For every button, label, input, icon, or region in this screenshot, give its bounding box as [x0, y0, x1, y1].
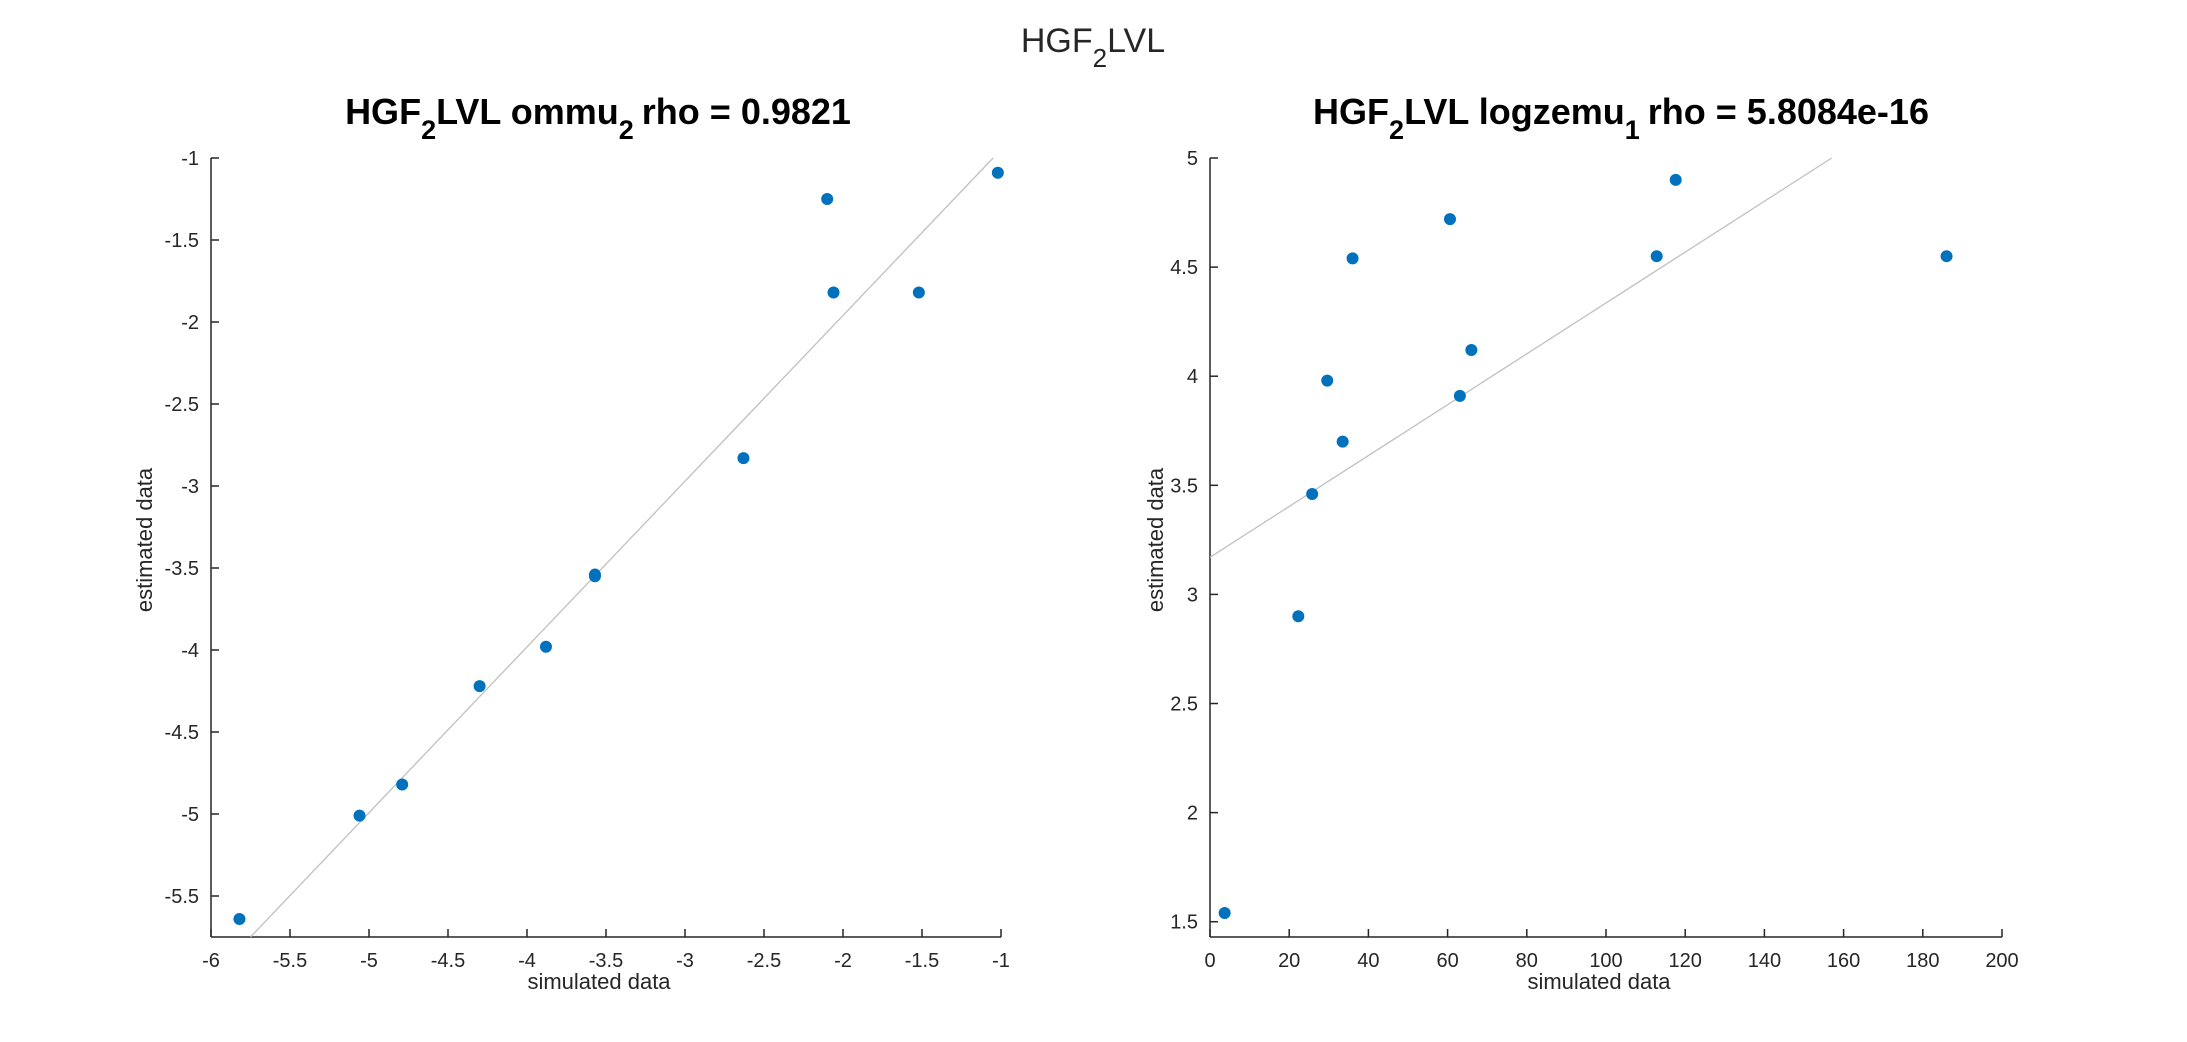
left-data-point — [827, 286, 840, 299]
right-y-tick-label: 5 — [1187, 148, 1198, 170]
left-y-tick-label: -2 — [181, 312, 199, 334]
left-data-point — [912, 286, 925, 299]
right-y-tick-label: 2 — [1187, 803, 1198, 825]
right-x-tick-label: 20 — [1278, 950, 1300, 972]
figure-suptitle: HGF2LVL — [1021, 22, 1165, 73]
left-data-point — [588, 570, 601, 583]
right-title-mid: LVL logzemu — [1404, 91, 1625, 132]
right-x-tick-label: 200 — [1985, 950, 2018, 972]
right-data-point — [1940, 250, 1953, 263]
left-title-sub2: 2 — [619, 115, 634, 145]
left-x-tick-label: -3 — [676, 950, 694, 972]
right-x-axis-label: simulated data — [1527, 969, 1671, 994]
right-data-point — [1669, 173, 1682, 186]
right-scatter-plot: HGF2LVL logzemu1 rho = 5.8084e-16 simulat… — [1143, 91, 2019, 994]
left-x-tick-label: -4 — [518, 950, 536, 972]
left-x-tick-label: -3.5 — [589, 950, 623, 972]
left-x-tick-label: -2 — [834, 950, 852, 972]
right-y-axis-label: estimated data — [1143, 467, 1168, 612]
right-title-sub2: 1 — [1625, 115, 1640, 145]
right-y-tick-label: 4.5 — [1170, 257, 1198, 279]
right-plot-title: HGF2LVL logzemu1 rho = 5.8084e-16 — [1313, 91, 1929, 145]
left-x-tick-label: -5.5 — [273, 950, 307, 972]
left-y-axis-label: estimated data — [132, 467, 157, 612]
left-title-post: rho = 0.9821 — [642, 91, 851, 132]
right-x-tick-label: 120 — [1669, 950, 1702, 972]
left-data-point — [233, 912, 246, 925]
left-y-tick-label: -3 — [181, 476, 199, 498]
suptitle-pre: HGF — [1021, 22, 1093, 60]
left-x-tick-label: -1.5 — [905, 950, 939, 972]
right-x-tick-label: 160 — [1827, 950, 1860, 972]
left-y-tick-label: -1.5 — [165, 230, 199, 252]
left-data-point — [473, 680, 486, 693]
left-x-tick-label: -4.5 — [431, 950, 465, 972]
left-y-tick-label: -4.5 — [165, 722, 199, 744]
right-data-point — [1292, 610, 1305, 623]
right-x-tick-label: 100 — [1589, 950, 1622, 972]
left-y-tick-label: -4 — [181, 640, 199, 662]
left-scatter-plot: HGF2LVL ommu2 rho = 0.9821 simulated data… — [132, 91, 1010, 994]
left-title-sub1: 2 — [421, 115, 436, 145]
right-data-point — [1443, 213, 1456, 226]
right-fit-line — [1209, 157, 1833, 558]
left-data-point — [539, 640, 552, 653]
right-x-tick-label: 40 — [1357, 950, 1379, 972]
right-data-point — [1336, 435, 1349, 448]
left-x-tick-label: -6 — [202, 950, 220, 972]
left-data-point — [396, 778, 409, 791]
left-y-tick-label: -5 — [181, 804, 199, 826]
left-x-tick-label: -2.5 — [747, 950, 781, 972]
left-x-axis-label: simulated data — [527, 969, 671, 994]
left-title-mid: LVL ommu — [436, 91, 619, 132]
right-y-tick-label: 3 — [1187, 584, 1198, 606]
right-y-tick-label: 2.5 — [1170, 694, 1198, 716]
right-data-point — [1321, 374, 1334, 387]
right-title-pre: HGF — [1313, 91, 1389, 132]
left-fit-line — [250, 157, 994, 938]
left-x-tick-label: -1 — [992, 950, 1010, 972]
left-plot-title: HGF2LVL ommu2 rho = 0.9821 — [345, 91, 851, 145]
right-data-point — [1650, 250, 1663, 263]
right-x-tick-label: 140 — [1748, 950, 1781, 972]
right-y-tick-label: 3.5 — [1170, 475, 1198, 497]
left-y-tick-label: -1 — [181, 148, 199, 170]
right-y-tick-label: 1.5 — [1170, 912, 1198, 934]
right-x-tick-label: 0 — [1204, 950, 1215, 972]
right-data-point — [1465, 344, 1478, 357]
left-data-point — [821, 193, 834, 205]
left-data-point — [737, 452, 750, 465]
suptitle-post: LVL — [1107, 22, 1165, 60]
right-data-point — [1346, 252, 1359, 265]
left-y-tick-label: -3.5 — [165, 558, 199, 580]
right-title-sub1: 2 — [1389, 115, 1404, 145]
right-data-point — [1453, 389, 1466, 402]
right-x-tick-label: 60 — [1436, 950, 1458, 972]
left-y-tick-label: -5.5 — [165, 886, 199, 908]
left-title-pre: HGF — [345, 91, 421, 132]
right-data-point — [1218, 906, 1231, 919]
right-title-post: rho = 5.8084e-16 — [1648, 91, 1929, 132]
right-data-point — [1306, 488, 1319, 501]
left-data-point — [991, 166, 1004, 179]
right-x-tick-label: 180 — [1906, 950, 1939, 972]
right-y-tick-label: 4 — [1187, 366, 1198, 388]
left-data-point — [353, 809, 366, 822]
suptitle-sub: 2 — [1093, 43, 1107, 73]
left-x-tick-label: -5 — [360, 950, 378, 972]
right-x-tick-label: 80 — [1516, 950, 1538, 972]
left-y-tick-label: -2.5 — [165, 394, 199, 416]
